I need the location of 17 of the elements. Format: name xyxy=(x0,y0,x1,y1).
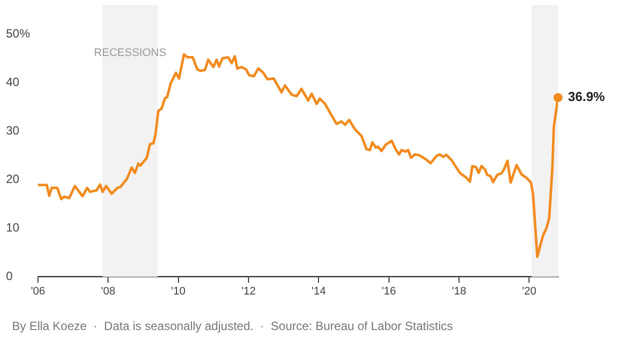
x-tick-label: '10 xyxy=(171,285,186,298)
x-tick-label: '16 xyxy=(382,285,396,298)
x-tick-label: '12 xyxy=(241,285,256,298)
y-tick-label: 40 xyxy=(6,74,20,89)
y-tick-label: 10 xyxy=(6,220,20,235)
x-tick-label: '08 xyxy=(101,285,116,298)
x-tick-label: '18 xyxy=(452,285,466,298)
y-tick-label: 0 xyxy=(6,269,13,284)
x-tick-label: '14 xyxy=(312,285,326,298)
x-tick-label: '06 xyxy=(30,285,46,298)
annotation: 36.9% xyxy=(568,89,606,104)
y-tick-label: 50% xyxy=(6,26,30,40)
y-tick-label: 20 xyxy=(6,172,20,186)
y-tick-label: 30 xyxy=(6,123,20,138)
x-tick-label: '20 xyxy=(522,285,536,298)
band-label: RECESSIONS xyxy=(94,47,166,60)
text: By Ella Koeze · Data is seasonally adjusted. · Source: Bureau of Labor Statistics xyxy=(12,319,453,333)
